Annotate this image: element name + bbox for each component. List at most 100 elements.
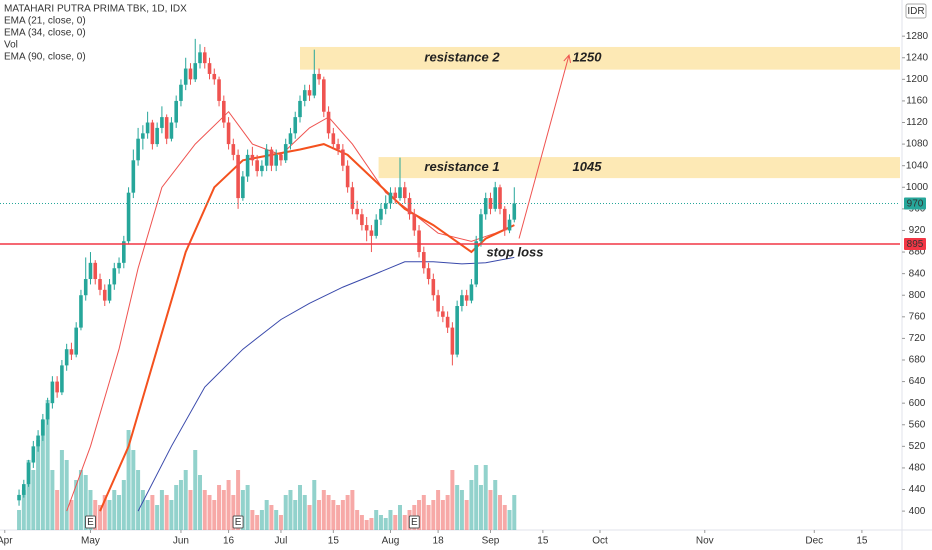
candle-body <box>307 90 312 96</box>
candle-body <box>207 63 212 74</box>
price-badge-label: 970 <box>907 199 924 210</box>
volume-bar <box>202 490 207 530</box>
volume-bar <box>312 480 317 530</box>
candle-body <box>107 284 112 301</box>
candle-body <box>174 100 178 123</box>
candle-body <box>160 117 164 128</box>
candle-body <box>41 419 45 436</box>
x-tick-label: 18 <box>433 536 445 547</box>
x-tick-label: Oct <box>592 536 608 547</box>
candle-body <box>379 208 383 220</box>
candle-body <box>398 187 402 199</box>
x-tick-label: 15 <box>856 536 868 547</box>
resistance-zone <box>378 157 901 179</box>
volume-bar <box>426 505 431 530</box>
volume-bar <box>421 495 426 530</box>
earnings-label: E <box>411 517 418 528</box>
candle-body <box>150 122 155 145</box>
volume-bar <box>145 500 150 530</box>
candle-body <box>88 262 93 280</box>
volume-bar <box>498 495 502 530</box>
legend-entry[interactable]: EMA (34, close, 0) <box>4 28 86 39</box>
candle-body <box>79 295 83 328</box>
currency-box[interactable] <box>905 3 927 19</box>
candle-body <box>450 327 455 355</box>
legend-entry[interactable]: EMA (90, close, 0) <box>4 52 86 63</box>
candle-body <box>122 241 126 263</box>
volume-bar <box>78 470 83 530</box>
y-tick-label: 840 <box>909 268 926 279</box>
candle-body <box>502 208 507 231</box>
candle-body <box>17 494 21 501</box>
x-tick-label: 15 <box>537 536 549 547</box>
candle-body <box>255 160 259 172</box>
y-tick-label: 400 <box>909 506 926 517</box>
volume-bar <box>193 450 198 530</box>
candle-body <box>60 365 64 393</box>
y-tick-label: 920 <box>909 225 926 236</box>
volume-bar <box>21 490 26 530</box>
candle-body <box>102 289 107 301</box>
volume-bar <box>183 470 188 530</box>
candle-body <box>183 68 188 85</box>
volume-bar <box>121 480 126 530</box>
volume-bar <box>231 495 236 530</box>
zone-label: resistance 1 <box>424 159 499 174</box>
candle-body <box>374 219 378 236</box>
candle-body <box>136 138 140 161</box>
candle-body <box>55 381 59 393</box>
y-tick-label: 480 <box>909 463 926 474</box>
zone-price-label: 1250 <box>573 50 603 65</box>
x-tick-label: 15 <box>328 536 340 547</box>
legend-entry[interactable]: Vol <box>4 40 18 51</box>
y-tick-label: 720 <box>909 333 926 344</box>
candle-body <box>288 133 293 145</box>
volume-bar <box>455 485 460 530</box>
candle-body <box>141 133 145 139</box>
y-tick-label: 1120 <box>906 117 928 128</box>
volume-bar <box>36 440 41 530</box>
price-badge <box>904 197 926 210</box>
candle-body <box>331 133 336 145</box>
x-tick-label: Dec <box>805 536 823 547</box>
candle-body <box>464 295 469 301</box>
candle-body <box>336 144 340 150</box>
candle-body <box>493 187 498 209</box>
volume-bar <box>117 495 122 530</box>
earnings-marker <box>232 515 244 529</box>
volume-bar <box>345 495 350 530</box>
candle-body <box>236 154 240 199</box>
legend-entry[interactable]: EMA (21, close, 0) <box>4 16 86 27</box>
volume-bar <box>331 500 336 530</box>
candle-body <box>279 154 283 161</box>
volume-bar <box>321 490 326 530</box>
candle-body <box>317 73 321 80</box>
volume-bar <box>298 485 302 530</box>
earnings-marker <box>408 515 420 529</box>
earnings-label: E <box>235 517 242 528</box>
y-tick-label: 560 <box>909 419 926 430</box>
earnings-marker <box>84 515 96 529</box>
candle-body <box>112 268 117 285</box>
volume-bar <box>464 500 469 530</box>
volume-bar <box>255 515 260 530</box>
volume-bar <box>26 460 31 530</box>
candle-body <box>83 279 88 296</box>
volume-bar <box>155 505 160 530</box>
candle-body <box>445 316 450 328</box>
volume-bar <box>107 500 112 530</box>
volume-bar <box>221 490 226 530</box>
volume-bar <box>102 495 107 530</box>
y-tick-label: 800 <box>909 290 926 301</box>
y-tick-label: 1080 <box>906 139 929 150</box>
candle-body <box>212 73 217 80</box>
candle-body <box>326 111 331 134</box>
candle-body <box>74 327 78 355</box>
candle-body <box>355 208 359 215</box>
candle-body <box>217 79 221 101</box>
candle-body <box>469 284 474 301</box>
candle-body <box>131 160 136 193</box>
currency[interactable]: IDR <box>907 6 924 17</box>
candle-body <box>45 403 50 420</box>
candle-body <box>455 306 459 355</box>
